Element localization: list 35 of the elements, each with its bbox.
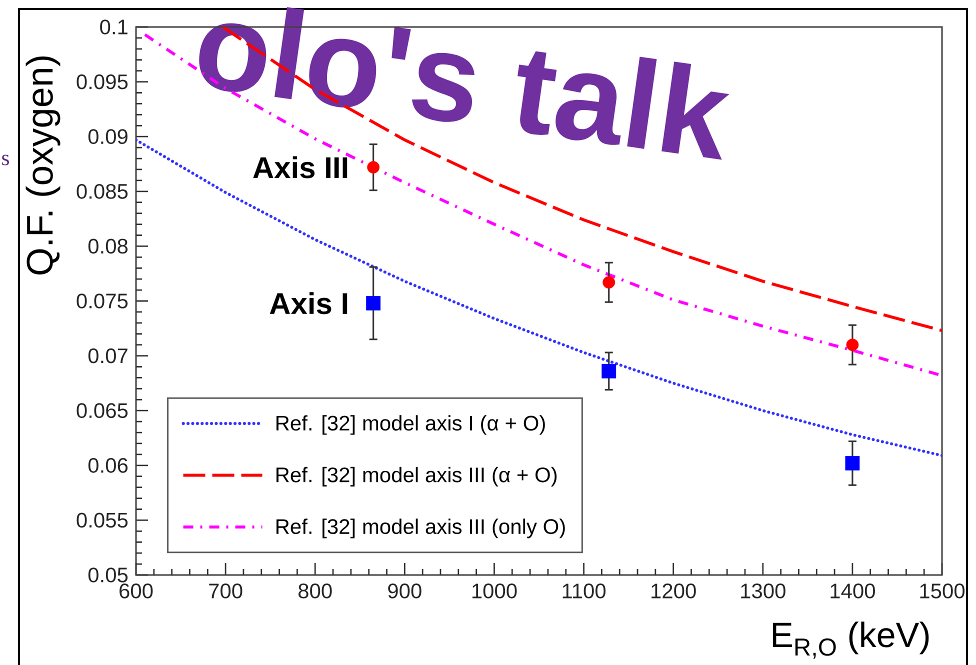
x-tick-label: 1400 bbox=[830, 584, 875, 598]
y-tick-label: 0.085 bbox=[76, 184, 128, 199]
text: s bbox=[2, 154, 9, 166]
series-label: Axis III bbox=[253, 156, 348, 178]
legend-label: Ref. [32] model axis III (only O) bbox=[276, 518, 565, 538]
y-axis-title: Q.F. (oxygen) bbox=[26, 56, 60, 275]
legend-label: Ref. [32] model axis III (α + O) bbox=[276, 466, 557, 486]
point bbox=[602, 276, 616, 289]
x-tick-label: 1500 bbox=[920, 584, 965, 598]
x-tick-label: 900 bbox=[388, 584, 422, 598]
x-tick-label: 1200 bbox=[652, 584, 696, 598]
x-tick-label: 600 bbox=[120, 584, 153, 598]
x-tick-label: 800 bbox=[298, 584, 332, 598]
x-tick-label: 1300 bbox=[741, 584, 786, 598]
x-tick-label: 1100 bbox=[562, 584, 606, 598]
point bbox=[366, 296, 381, 310]
point bbox=[845, 456, 860, 470]
point bbox=[367, 161, 380, 174]
y-tick-label: 0.065 bbox=[76, 403, 128, 418]
series-label: Axis I bbox=[270, 292, 348, 314]
y-tick-label: 0.05 bbox=[88, 568, 128, 582]
y-tick-label: 0.09 bbox=[88, 129, 128, 144]
y-tick-label: 0.055 bbox=[76, 512, 128, 528]
x-tick-label: 700 bbox=[209, 584, 242, 598]
y-tick-label: 0.075 bbox=[76, 294, 128, 308]
point bbox=[846, 338, 859, 352]
legend-label: Ref. [32] model axis I (α + O) bbox=[276, 415, 545, 435]
y-tick-label: 0.06 bbox=[88, 458, 128, 473]
x-axis-title: E$_{R,O}$ (keV) bbox=[772, 622, 929, 659]
x-tick-label: 1000 bbox=[472, 584, 517, 598]
point bbox=[602, 364, 616, 378]
y-tick-label: 0.095 bbox=[76, 74, 128, 90]
y-tick-label: 0.08 bbox=[88, 238, 128, 254]
y-tick-label: 0.1 bbox=[100, 20, 128, 34]
y-tick-label: 0.07 bbox=[88, 348, 128, 364]
